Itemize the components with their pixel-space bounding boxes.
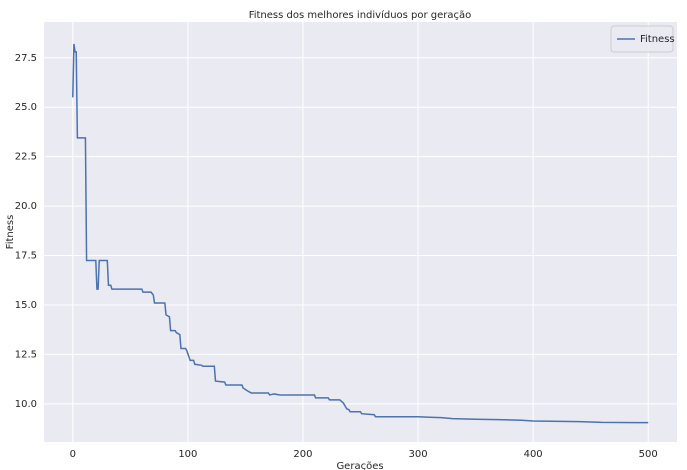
x-tick-label: 400 [524,449,543,460]
x-tick-label: 0 [70,449,76,460]
y-tick-label: 10.0 [15,399,37,410]
y-tick-label: 22.5 [15,152,37,163]
y-tick-label: 27.5 [15,53,37,64]
plot-area [44,22,677,442]
y-tick-label: 12.5 [15,349,37,360]
y-tick-label: 25.0 [15,102,37,113]
data-line [72,43,649,424]
y-axis-label: Fitness [5,215,16,250]
chart-title: Fitness dos melhores indivíduos por gera… [249,9,472,21]
legend-label: Fitness [640,34,675,45]
x-axis-label: Gerações [336,461,383,470]
x-tick-label: 300 [408,449,427,460]
y-tick-label: 15.0 [15,300,37,311]
x-tick-label: 200 [293,449,312,460]
x-tick-label: 500 [639,449,658,460]
y-tick-label: 20.0 [15,201,37,212]
legend-box [610,25,674,53]
x-tick-label: 100 [178,449,197,460]
y-tick-label: 17.5 [15,251,37,262]
